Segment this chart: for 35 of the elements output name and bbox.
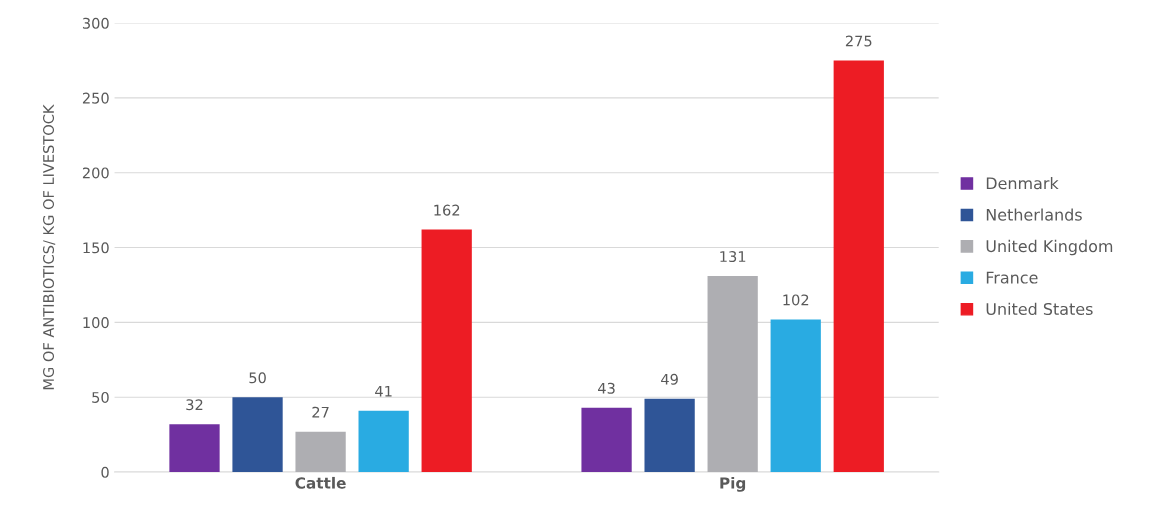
bar [581, 407, 632, 473]
bar [232, 397, 283, 473]
legend-label: United States [986, 302, 1093, 316]
bar [295, 431, 346, 473]
y-tick-label: 0 [101, 466, 109, 478]
legend-label: Denmark [986, 176, 1059, 190]
data-label: 32 [186, 399, 203, 411]
bar [169, 424, 220, 473]
bar [770, 319, 821, 473]
bar [833, 60, 884, 473]
y-tick-label: 100 [83, 317, 109, 329]
y-axis-title: MG OF ANTIBIOTICS/ KG OF LIVESTOCK [43, 104, 56, 390]
y-tick-label: 200 [82, 167, 109, 179]
data-label: 49 [661, 373, 678, 385]
data-label: 275 [845, 35, 872, 47]
bar [421, 229, 472, 473]
legend-label: Netherlands [986, 208, 1082, 221]
data-label: 162 [434, 204, 460, 216]
y-tick-label: 300 [82, 17, 109, 29]
x-tick-label: Pig [720, 476, 746, 492]
y-tick-label: 50 [92, 391, 109, 403]
data-label: 27 [312, 406, 329, 418]
data-label: 131 [720, 251, 746, 263]
bar [707, 275, 758, 473]
y-tick-label: 250 [82, 92, 109, 104]
legend-label: France [986, 271, 1038, 284]
data-label: 102 [783, 294, 809, 306]
x-tick-label: Cattle [295, 476, 346, 489]
legend-label: United Kingdom [986, 239, 1113, 256]
data-label: 41 [375, 385, 392, 397]
y-tick-label: 150 [83, 242, 109, 254]
bar [358, 410, 409, 473]
bar [644, 398, 695, 473]
data-label: 50 [249, 372, 266, 384]
data-label: 43 [598, 382, 615, 394]
